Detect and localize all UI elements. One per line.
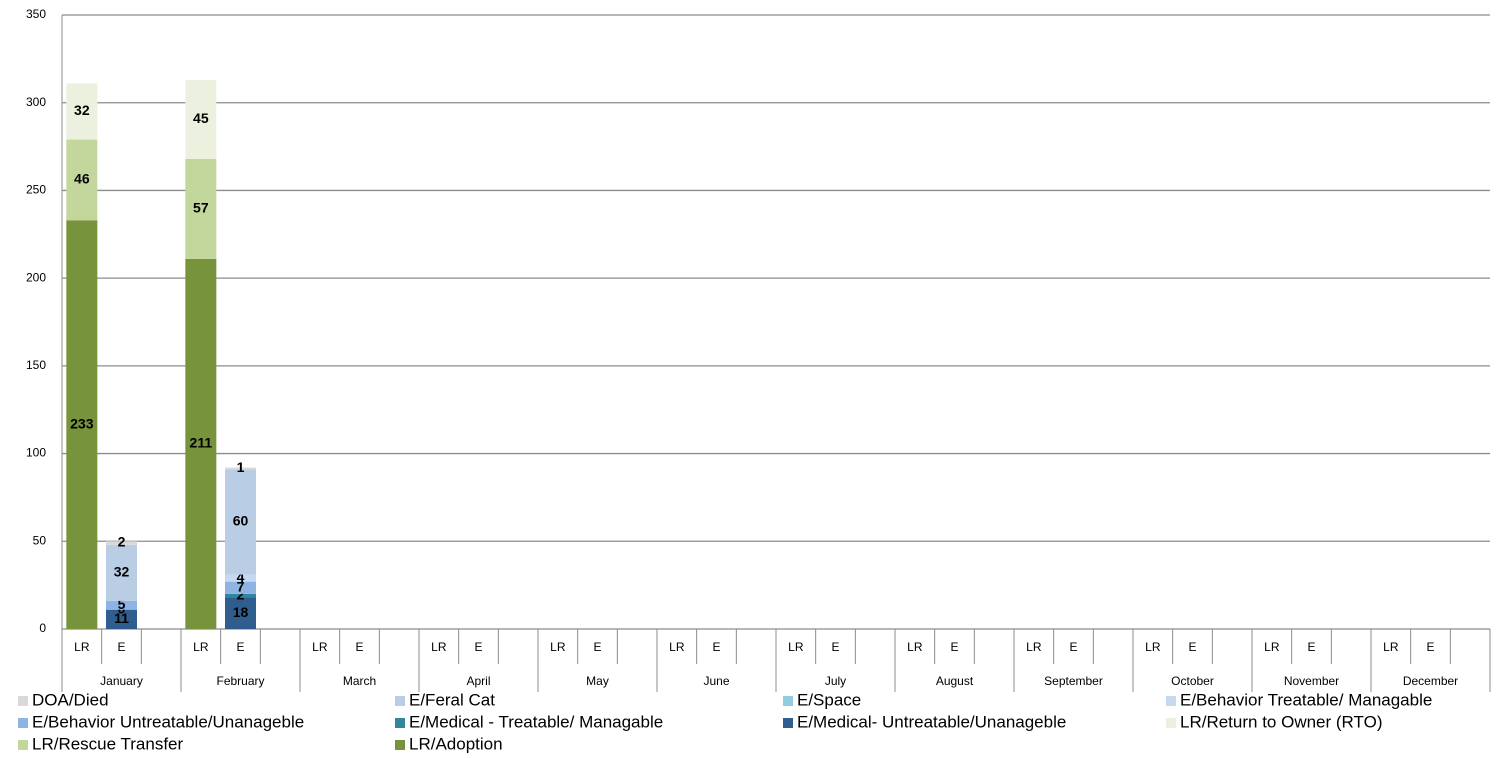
- x-tick-label: LR: [1264, 640, 1280, 654]
- x-tick-label: LR: [550, 640, 566, 654]
- x-tick-label: E: [712, 640, 720, 654]
- value-label: 60: [233, 513, 249, 529]
- legend-swatch: [395, 696, 405, 706]
- group-label: March: [343, 674, 376, 688]
- bar-segment: [225, 469, 256, 575]
- group-label: November: [1284, 674, 1339, 688]
- group-label: January: [100, 674, 143, 688]
- value-label: 11: [114, 610, 129, 626]
- bar-segment: [185, 158, 217, 259]
- bar-segment: [225, 581, 256, 594]
- x-tick-label: LR: [669, 640, 685, 654]
- legend-label: E/Medical- Untreatable/Unanageble: [797, 712, 1066, 731]
- x-tick-label: E: [593, 640, 601, 654]
- y-tick-label: 150: [26, 358, 46, 372]
- x-tick-label: LR: [1383, 640, 1399, 654]
- bar-segment: [106, 609, 137, 629]
- bar-segment: [106, 544, 137, 601]
- group-label: October: [1171, 674, 1214, 688]
- value-label: 1: [237, 459, 245, 475]
- group-label: December: [1403, 674, 1458, 688]
- value-label: 45: [193, 110, 209, 126]
- legend-swatch: [1166, 696, 1176, 706]
- value-label: 211: [190, 435, 213, 451]
- value-label: 32: [74, 102, 90, 118]
- x-tick-label: LR: [312, 640, 328, 654]
- group-label: February: [216, 674, 264, 688]
- y-tick-label: 50: [33, 533, 47, 547]
- value-label: 46: [74, 171, 90, 187]
- x-tick-label: LR: [1026, 640, 1042, 654]
- bar-segment: [225, 467, 256, 470]
- legend-swatch: [18, 718, 28, 728]
- bar-segment: [106, 600, 137, 610]
- legend-swatch: [18, 696, 28, 706]
- legend-label: E/Behavior Treatable/ Managable: [1180, 690, 1432, 709]
- x-tick-label: E: [474, 640, 482, 654]
- bar-segment: [66, 220, 98, 629]
- x-tick-label: E: [1069, 640, 1077, 654]
- group-label: April: [466, 674, 490, 688]
- value-label: 32: [114, 564, 130, 580]
- legend-label: LR/Rescue Transfer: [32, 734, 184, 753]
- legend-label: DOA/Died: [32, 690, 109, 709]
- legend-label: E/Medical - Treatable/ Managable: [409, 712, 663, 731]
- x-tick-label: E: [1426, 640, 1434, 654]
- bar-segment: [225, 593, 256, 598]
- legend-swatch: [395, 740, 405, 750]
- y-tick-label: 0: [39, 621, 46, 635]
- bar-segment: [106, 541, 137, 545]
- legend-label: E/Behavior Untreatable/Unanageble: [32, 712, 304, 731]
- value-label: 233: [70, 415, 94, 431]
- x-tick-label: LR: [788, 640, 804, 654]
- legend-swatch: [1166, 718, 1176, 728]
- y-tick-label: 250: [26, 183, 46, 197]
- x-tick-label: E: [117, 640, 125, 654]
- group-label: August: [936, 674, 974, 688]
- value-label: 2: [118, 534, 126, 550]
- group-label: June: [703, 674, 729, 688]
- x-tick-label: LR: [907, 640, 923, 654]
- legend-swatch: [395, 718, 405, 728]
- value-label: 18: [233, 604, 249, 620]
- x-tick-label: LR: [74, 640, 90, 654]
- x-tick-label: E: [1188, 640, 1196, 654]
- y-tick-label: 200: [26, 270, 46, 284]
- bar-segment: [185, 258, 217, 629]
- legend-swatch: [783, 696, 793, 706]
- value-label: 5: [118, 596, 126, 612]
- y-tick-label: 350: [26, 7, 46, 21]
- bar-segment: [185, 79, 217, 159]
- bar-segment: [225, 574, 256, 582]
- legend-label: LR/Return to Owner (RTO): [1180, 712, 1383, 731]
- legend-label: E/Feral Cat: [409, 690, 495, 709]
- group-label: July: [825, 674, 846, 688]
- group-label: September: [1044, 674, 1103, 688]
- bar-segment: [66, 83, 98, 140]
- value-label: 7: [237, 578, 245, 594]
- value-label: 57: [193, 200, 209, 216]
- x-tick-label: E: [355, 640, 363, 654]
- legend-label: E/Space: [797, 690, 861, 709]
- x-tick-label: LR: [1145, 640, 1161, 654]
- bar-segment: [66, 139, 98, 221]
- legend-label: LR/Adoption: [409, 734, 503, 753]
- x-tick-label: E: [950, 640, 958, 654]
- y-tick-label: 100: [26, 446, 46, 460]
- y-tick-label: 300: [26, 95, 46, 109]
- legend-swatch: [783, 718, 793, 728]
- legend-swatch: [18, 740, 28, 750]
- bar-segment: [225, 597, 256, 629]
- value-label: 2: [237, 586, 245, 602]
- x-tick-label: LR: [431, 640, 447, 654]
- x-tick-label: E: [236, 640, 244, 654]
- x-tick-label: LR: [193, 640, 209, 654]
- value-label: 4: [237, 569, 245, 585]
- x-tick-label: E: [1307, 640, 1315, 654]
- x-tick-label: E: [831, 640, 839, 654]
- group-label: May: [586, 674, 609, 688]
